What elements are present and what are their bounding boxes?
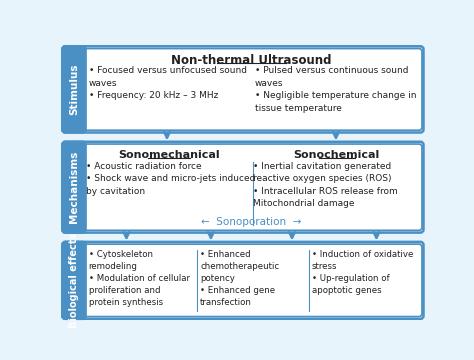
FancyBboxPatch shape bbox=[63, 46, 86, 132]
Text: Biological effects: Biological effects bbox=[69, 233, 79, 328]
Text: • Pulsed versus continuous sound
waves
• Negligible temperature change in
tissue: • Pulsed versus continuous sound waves •… bbox=[255, 66, 416, 113]
FancyBboxPatch shape bbox=[63, 142, 86, 233]
FancyBboxPatch shape bbox=[81, 49, 422, 130]
Text: Stimulus: Stimulus bbox=[69, 64, 79, 115]
Text: Mechanisms: Mechanisms bbox=[69, 151, 79, 223]
Text: • Enhanced
chemotherapeutic
potency
• Enhanced gene
transfection: • Enhanced chemotherapeutic potency • En… bbox=[201, 250, 280, 306]
Text: Sonochemical: Sonochemical bbox=[293, 150, 380, 160]
FancyBboxPatch shape bbox=[81, 144, 422, 230]
FancyBboxPatch shape bbox=[63, 46, 423, 132]
Text: • Induction of oxidative
stress
• Up-regulation of
apoptotic genes: • Induction of oxidative stress • Up-reg… bbox=[312, 250, 413, 295]
Text: • Acoustic radiation force
• Shock wave and micro-jets induced
by cavitation: • Acoustic radiation force • Shock wave … bbox=[86, 162, 255, 196]
Text: Sonomechanical: Sonomechanical bbox=[118, 150, 220, 160]
Text: • Inertial cavitation generated
reactive oxygen species (ROS)
• Intracellular RO: • Inertial cavitation generated reactive… bbox=[253, 162, 398, 208]
Text: Non-thermal Ultrasound: Non-thermal Ultrasound bbox=[171, 54, 332, 67]
FancyBboxPatch shape bbox=[81, 244, 422, 316]
Text: ←  Sonoporation  →: ← Sonoporation → bbox=[201, 217, 301, 227]
FancyBboxPatch shape bbox=[63, 242, 86, 319]
FancyBboxPatch shape bbox=[63, 142, 423, 233]
Text: • Cytoskeleton
remodeling
• Modulation of cellular
proliferation and
protein syn: • Cytoskeleton remodeling • Modulation o… bbox=[89, 250, 190, 306]
Text: • Focused versus unfocused sound
waves
• Frequency: 20 kHz – 3 MHz: • Focused versus unfocused sound waves •… bbox=[89, 66, 246, 100]
FancyBboxPatch shape bbox=[63, 242, 423, 319]
